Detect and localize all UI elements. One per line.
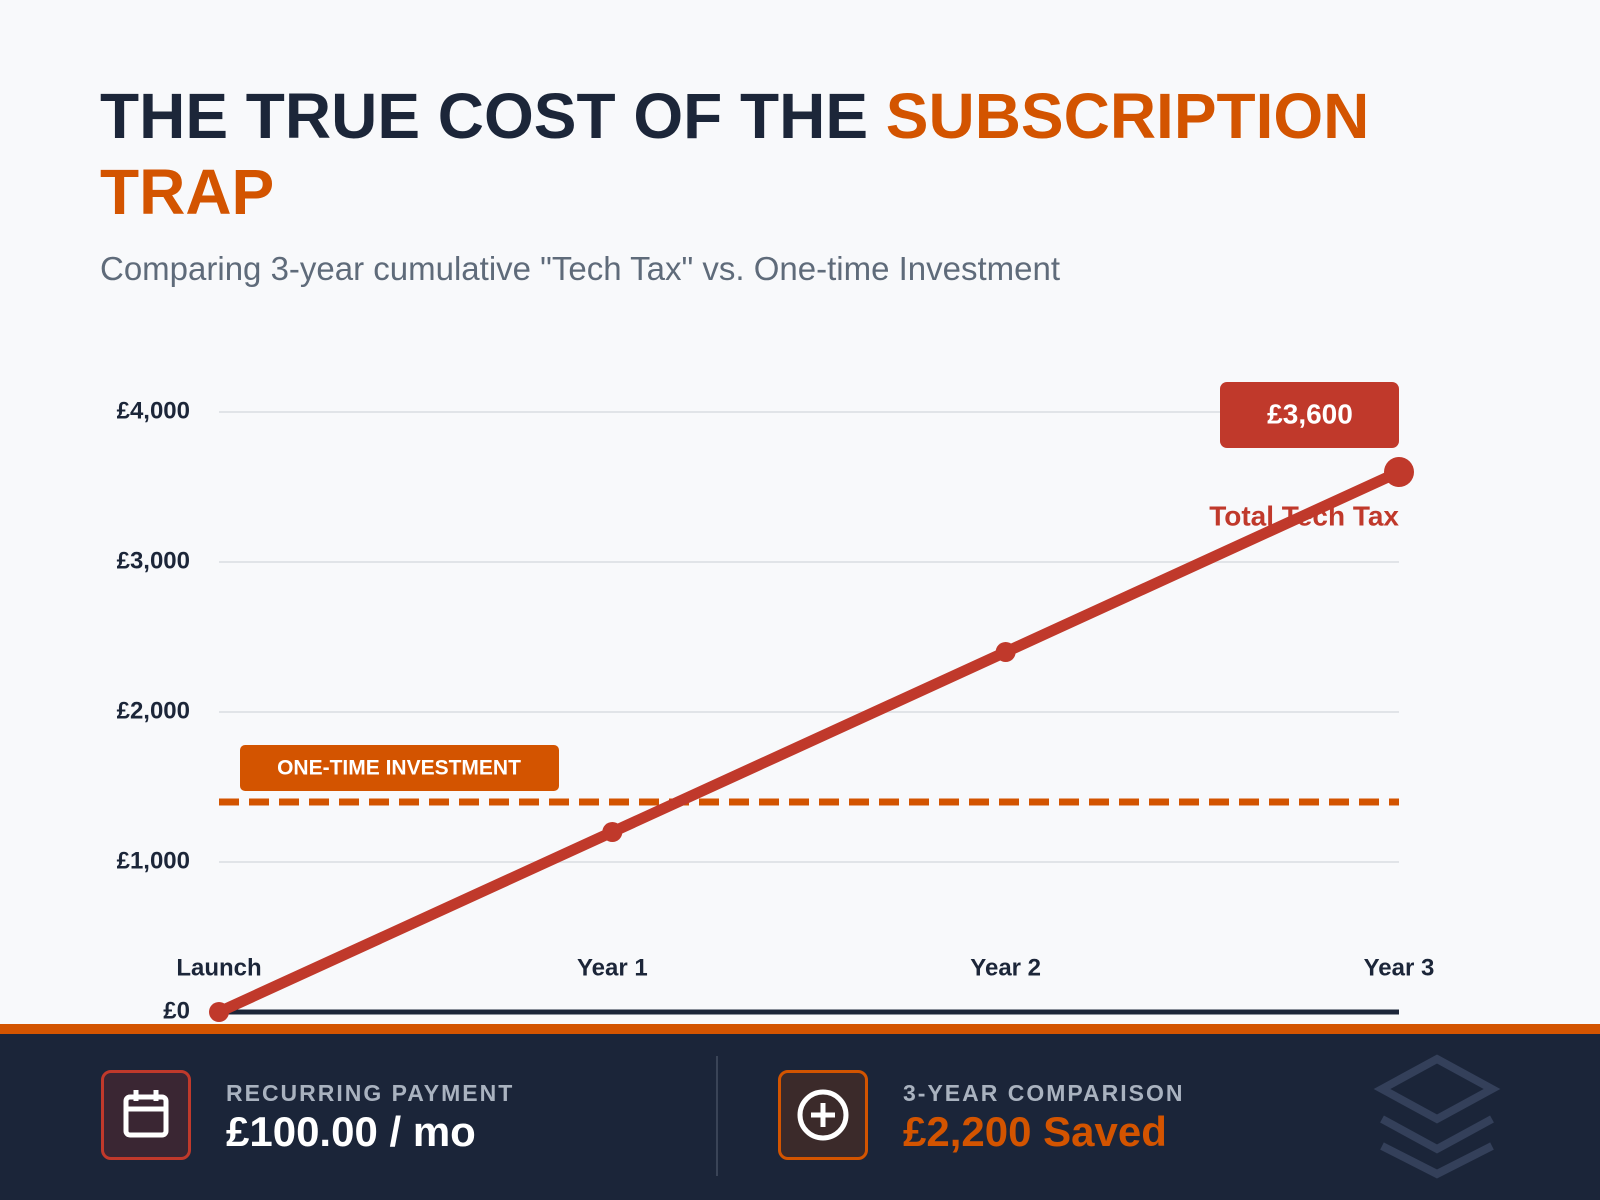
data-point (1384, 457, 1414, 487)
y-tick-label: £0 (163, 997, 190, 1024)
stat-label: RECURRING PAYMENT (226, 1080, 515, 1106)
footer: RECURRING PAYMENT £100.00 / mo 3-YEAR CO… (0, 1024, 1600, 1200)
data-point (602, 822, 623, 842)
data-point (209, 1002, 229, 1022)
title: THE TRUE COST OF THE SUBSCRIPTION TRAP (100, 78, 1500, 230)
stat-value: £2,200 Saved (903, 1108, 1167, 1155)
x-tick-label: Year 2 (970, 954, 1041, 981)
y-tick-label: £4,000 (117, 397, 190, 424)
divider (716, 1056, 718, 1176)
title-text: THE TRUE COST OF THE (100, 80, 886, 152)
stat-label: 3-YEAR COMPARISON (903, 1080, 1185, 1106)
value-badge (1220, 382, 1399, 448)
plus-icon (778, 1070, 868, 1160)
stat-value: £100.00 / mo (226, 1108, 476, 1155)
x-tick-label: Year 3 (1364, 954, 1435, 981)
chart: £0 £1,000 £2,000 £3,000 £4,000 Launch Year 1 Ye… (117, 382, 1435, 1024)
reference-label: ONE-TIME INVESTMENT (277, 757, 521, 780)
subtitle: Comparing 3-year cumulative "Tech Tax" v… (100, 250, 1061, 287)
x-tick-label: Year 1 (577, 954, 648, 981)
series-line (213, 466, 1405, 1018)
series-name: Total Tech Tax (1209, 500, 1399, 531)
layers-icon (1373, 1054, 1501, 1179)
y-tick-label: £3,000 (117, 547, 190, 574)
x-tick-label: Launch (176, 954, 261, 981)
y-tick-label: £1,000 (117, 847, 190, 874)
y-tick-label: £2,000 (117, 697, 190, 724)
calendar-icon (101, 1070, 191, 1160)
data-point (995, 642, 1016, 662)
title-highlight: SUBSCRIPTION TRAP (100, 80, 1370, 228)
value-label: £3,600 (1267, 398, 1353, 429)
reference-badge (240, 745, 559, 791)
